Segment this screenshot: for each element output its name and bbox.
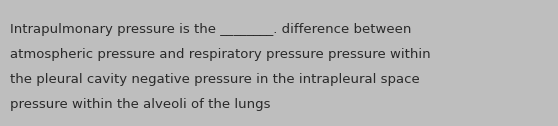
Text: pressure within the alveoli of the lungs: pressure within the alveoli of the lungs <box>10 98 271 111</box>
Text: atmospheric pressure and respiratory pressure pressure within: atmospheric pressure and respiratory pre… <box>10 48 431 61</box>
Text: the pleural cavity negative pressure in the intrapleural space: the pleural cavity negative pressure in … <box>10 73 420 86</box>
Text: Intrapulmonary pressure is the ________. difference between: Intrapulmonary pressure is the ________.… <box>10 23 411 36</box>
